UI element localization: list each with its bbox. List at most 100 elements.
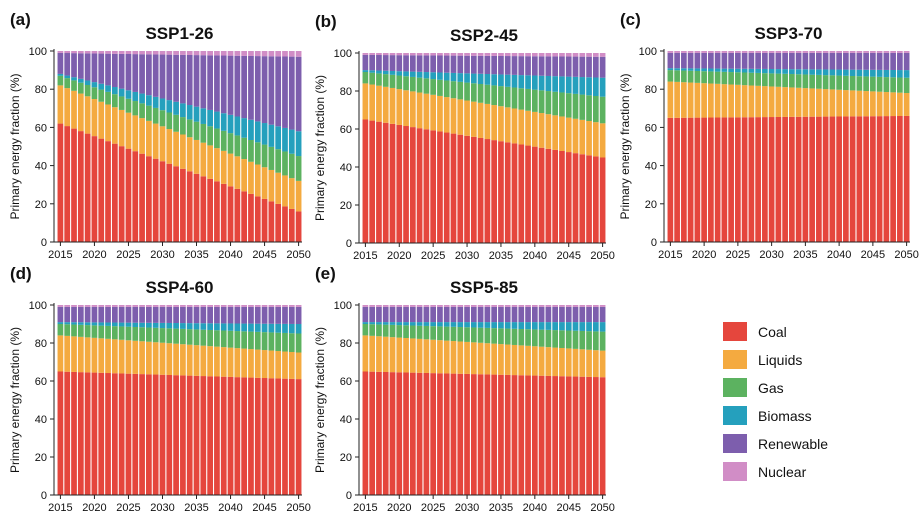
segment-renewable-2018 (687, 52, 694, 69)
segment-gas-2044 (254, 142, 261, 165)
segment-nuclear-2025 (430, 53, 437, 56)
segment-gas-2043 (552, 330, 559, 348)
segment-coal-2048 (282, 378, 288, 495)
segment-coal-2024 (423, 129, 430, 243)
segment-nuclear-2033 (789, 51, 795, 53)
bar-2032 (782, 51, 788, 242)
segment-renewable-2027 (139, 306, 145, 323)
segment-coal-2037 (207, 178, 213, 242)
segment-renewable-2050 (599, 306, 606, 323)
segment-biomass-2035 (802, 69, 809, 75)
segment-nuclear-2025 (735, 51, 741, 53)
bar-2016 (369, 305, 376, 495)
segment-nuclear-2050 (599, 53, 606, 57)
segment-coal-2015 (362, 371, 369, 495)
bar-2047 (275, 305, 282, 495)
segment-biomass-2019 (694, 68, 701, 71)
segment-renewable-2048 (586, 306, 592, 323)
x-tick-label-2035: 2035 (184, 502, 208, 514)
y-tick-label-80: 80 (35, 84, 47, 96)
segment-biomass-2050 (599, 77, 606, 97)
segment-coal-2044 (254, 196, 261, 242)
segment-gas-2032 (782, 73, 788, 88)
segment-gas-2048 (282, 332, 288, 352)
bar-2015 (57, 51, 64, 242)
panel-tag: (c) (620, 10, 641, 29)
segment-biomass-2039 (525, 322, 531, 330)
bar-2029 (152, 305, 159, 495)
segment-nuclear-2019 (84, 305, 91, 307)
segment-biomass-2031 (775, 69, 782, 74)
segment-gas-2043 (552, 91, 559, 116)
x-tick-label-2025: 2025 (116, 502, 140, 514)
x-tick-label-2020: 2020 (387, 250, 411, 262)
segment-biomass-2041 (538, 322, 545, 330)
segment-renewable-2031 (166, 306, 173, 323)
segment-renewable-2016 (64, 53, 71, 76)
segment-gas-2020 (396, 75, 403, 90)
segment-coal-2028 (450, 133, 457, 243)
segment-renewable-2030 (159, 306, 166, 323)
segment-liquids-2031 (470, 342, 477, 375)
bar-2040 (227, 305, 234, 495)
segment-nuclear-2040 (531, 53, 538, 57)
segment-liquids-2023 (111, 107, 118, 144)
segment-biomass-2033 (484, 322, 491, 328)
segment-coal-2019 (84, 133, 91, 242)
y-tick-label-20: 20 (340, 200, 352, 212)
segment-biomass-2024 (118, 88, 125, 97)
segment-renewable-2047 (883, 52, 890, 70)
segment-biomass-2019 (389, 70, 396, 75)
segment-renewable-2025 (125, 54, 132, 91)
segment-biomass-2039 (220, 323, 227, 331)
segment-coal-2038 (214, 376, 220, 495)
segment-renewable-2045 (565, 56, 572, 77)
x-tick-label-2020: 2020 (82, 502, 106, 514)
bar-2030 (464, 305, 470, 495)
segment-biomass-2048 (586, 322, 592, 332)
bar-2043 (248, 51, 254, 242)
segment-gas-2038 (214, 128, 220, 149)
segment-nuclear-2031 (470, 53, 477, 56)
segment-renewable-2026 (437, 306, 443, 323)
segment-coal-2022 (409, 127, 416, 243)
segment-renewable-2022 (714, 52, 721, 69)
bar-2030 (159, 51, 166, 242)
segment-biomass-2043 (248, 323, 254, 332)
segment-coal-2039 (525, 375, 531, 495)
segment-nuclear-2032 (477, 305, 484, 307)
segment-gas-2045 (261, 144, 268, 168)
segment-gas-2018 (687, 70, 694, 83)
segment-nuclear-2022 (409, 53, 416, 56)
segment-biomass-2034 (186, 105, 193, 120)
bar-2028 (755, 51, 761, 242)
segment-coal-2044 (559, 150, 565, 243)
segment-coal-2037 (207, 376, 213, 495)
segment-gas-2037 (511, 328, 518, 345)
bar-2041 (234, 305, 241, 495)
segment-biomass-2030 (768, 69, 775, 74)
segment-renewable-2021 (98, 306, 105, 323)
segment-gas-2036 (504, 86, 511, 108)
segment-nuclear-2027 (748, 51, 755, 53)
segment-liquids-2025 (125, 340, 132, 374)
segment-renewable-2022 (409, 306, 416, 323)
segment-liquids-2048 (890, 92, 896, 117)
segment-renewable-2050 (903, 52, 910, 71)
bar-2017 (71, 51, 77, 242)
segment-renewable-2046 (876, 52, 883, 70)
segment-gas-2039 (220, 130, 227, 151)
bar-2026 (132, 51, 139, 242)
segment-gas-2050 (295, 333, 302, 353)
segment-nuclear-2015 (667, 51, 674, 53)
segment-biomass-2047 (883, 69, 890, 78)
segment-gas-2025 (125, 326, 132, 341)
bar-2016 (674, 51, 680, 242)
segment-gas-2041 (843, 75, 849, 91)
segment-biomass-2021 (403, 71, 409, 77)
bar-2019 (84, 51, 91, 242)
segment-biomass-2038 (518, 322, 525, 329)
x-tick-label-2015: 2015 (658, 249, 682, 261)
segment-coal-2032 (477, 374, 484, 495)
segment-liquids-2033 (180, 134, 186, 169)
